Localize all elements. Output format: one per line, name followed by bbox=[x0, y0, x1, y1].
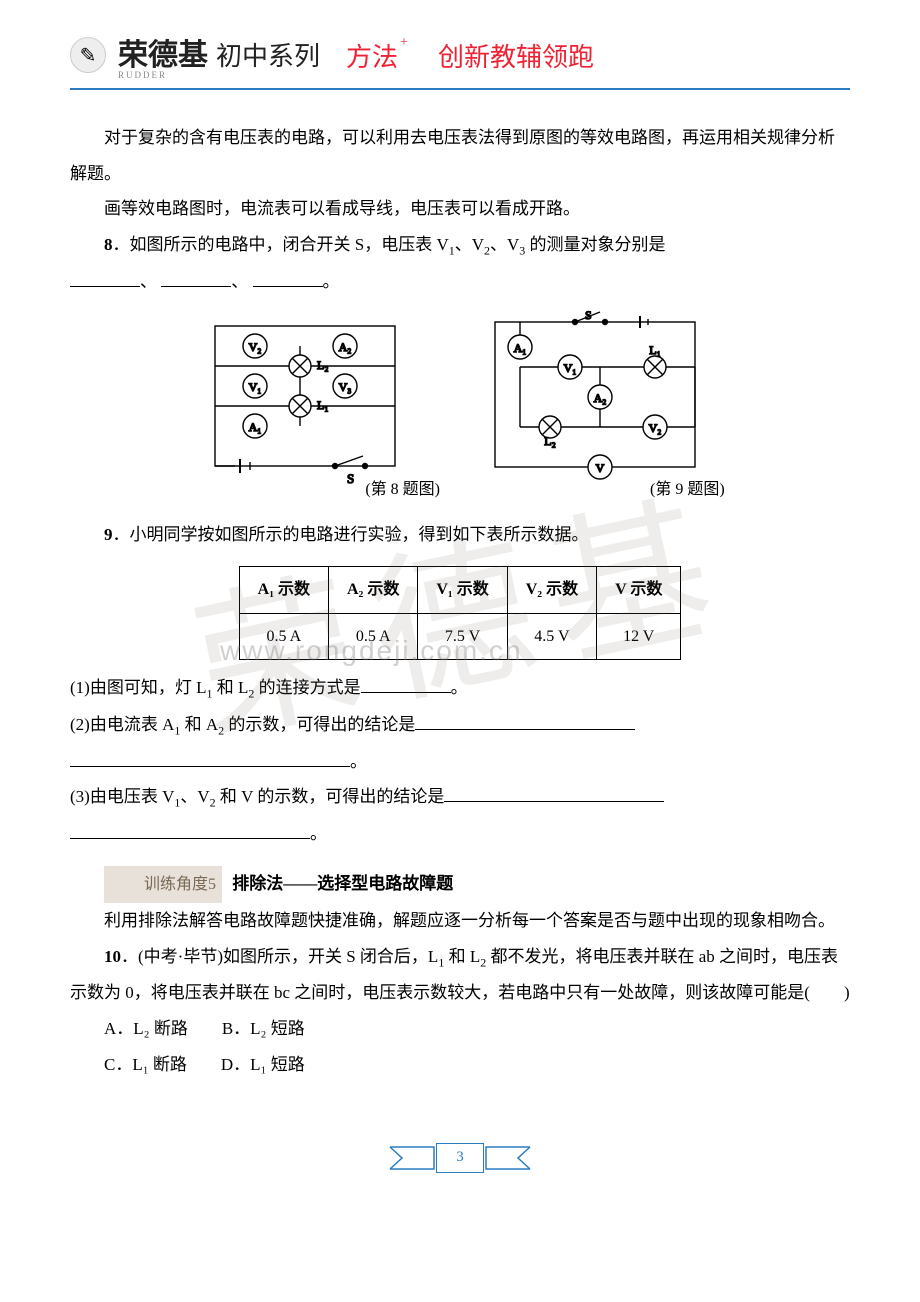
q8-sep1: 、 bbox=[140, 272, 157, 291]
brand-block: 荣德基 初中系列 RUDDER bbox=[118, 30, 320, 80]
method-text: 方法 bbox=[346, 37, 398, 74]
svg-text:A₂: A₂ bbox=[594, 391, 607, 405]
svg-text:V: V bbox=[596, 461, 605, 475]
q9s1c: 的连接方式是 bbox=[254, 678, 360, 697]
angle5-title: 训练角度5 排除法——选择型电路故障题 bbox=[70, 866, 850, 904]
q8-d: 的测量对象分别是 bbox=[525, 235, 665, 254]
intro-p2: 画等效电路图时，电流表可以看成导线，电压表可以看成开路。 bbox=[70, 191, 850, 227]
q10-optC: C．L₁ 断路 D．L₁ 短路 bbox=[70, 1047, 850, 1083]
svg-text:V₁: V₁ bbox=[564, 361, 577, 375]
svg-text:A₂: A₂ bbox=[339, 340, 352, 354]
method-plus: + bbox=[400, 35, 408, 51]
q9s2b: 和 A bbox=[180, 715, 218, 734]
fig9-caption: (第 9 题图) bbox=[650, 473, 725, 507]
angle5-label: 训练角度5 bbox=[104, 866, 222, 904]
q10-num: 10 bbox=[104, 947, 121, 966]
angle5-p: 利用排除法解答电路故障题快捷准确，解题应逐一分析每一个答案是否与题中出现的现象相… bbox=[70, 903, 850, 939]
q8-sep2: 、 bbox=[231, 272, 248, 291]
th-v: V 示数 bbox=[597, 567, 681, 614]
q8-a: ．如图所示的电路中，闭合开关 S，电压表 V bbox=[113, 235, 449, 254]
svg-text:L₂: L₂ bbox=[544, 434, 556, 448]
q9s2a: (2)由电流表 A bbox=[70, 715, 174, 734]
q10-text: 10．(中考·毕节)如图所示，开关 S 闭合后，L1 和 L2 都不发光，将电压… bbox=[70, 939, 850, 1011]
th-v1: V₁ 示数 bbox=[418, 567, 507, 614]
svg-text:S: S bbox=[585, 308, 592, 322]
intro-p1: 对于复杂的含有电压表的电路，可以利用去电压表法得到原图的等效电路图，再运用相关规… bbox=[70, 120, 850, 191]
q8-num: 8 bbox=[104, 235, 113, 254]
angle5-a: 排除法—— bbox=[232, 874, 317, 893]
q8-c: 、V bbox=[490, 235, 519, 254]
figure-9: S A₁ V₁ L₁ A₂ bbox=[480, 307, 725, 506]
svg-text:S: S bbox=[347, 471, 354, 486]
logo-icon: ✎ bbox=[70, 37, 106, 73]
q9-sub2-line2: 。 bbox=[70, 744, 850, 780]
svg-text:V₂: V₂ bbox=[649, 421, 662, 435]
q9-num: 9 bbox=[104, 525, 113, 544]
q9s2c: 的示数，可得出的结论是 bbox=[224, 715, 415, 734]
figure-8: V₂ A₂ L₂ V₁ V₃ L₁ A₁ bbox=[195, 311, 440, 506]
page-footer: 3 bbox=[70, 1143, 850, 1173]
page-header: ✎ 荣德基 初中系列 RUDDER 方法 + 创新教辅领跑 bbox=[70, 30, 850, 90]
td-v: 12 V bbox=[597, 613, 681, 660]
q9-text: 9．小明同学按如图所示的电路进行实验，得到如下表所示数据。 bbox=[70, 517, 850, 553]
brand-cn: 荣德基 bbox=[118, 39, 208, 72]
ribbon-left-icon bbox=[388, 1143, 436, 1173]
q9s1b: 和 L bbox=[212, 678, 248, 697]
q9s1a: (1)由图可知，灯 L bbox=[70, 678, 206, 697]
q10b: 和 L bbox=[444, 947, 480, 966]
th-a2: A₂ 示数 bbox=[329, 567, 418, 614]
q9-sub2: (2)由电流表 A1 和 A2 的示数，可得出的结论是 bbox=[70, 707, 850, 744]
svg-text:A₁: A₁ bbox=[249, 420, 262, 434]
q8-text: 8．如图所示的电路中，闭合开关 S，电压表 V1、V2、V3 的测量对象分别是 bbox=[70, 227, 850, 264]
svg-text:L₂: L₂ bbox=[317, 358, 329, 372]
svg-text:V₃: V₃ bbox=[339, 380, 352, 394]
th-a1: A₁ 示数 bbox=[239, 567, 328, 614]
figure-row: V₂ A₂ L₂ V₁ V₃ L₁ A₁ bbox=[70, 307, 850, 506]
q8-blanks: 、 、 。 bbox=[70, 264, 850, 300]
q8-b: 、V bbox=[455, 235, 484, 254]
q9-sub3-line2: 。 bbox=[70, 816, 850, 852]
page-number: 3 bbox=[436, 1143, 484, 1173]
method-label: 方法 + bbox=[346, 37, 408, 74]
content-body: 对于复杂的含有电压表的电路，可以利用去电压表法得到原图的等效电路图，再运用相关规… bbox=[70, 120, 850, 1083]
th-v2: V₂ 示数 bbox=[507, 567, 596, 614]
q9s3c: 和 V 的示数，可得出的结论是 bbox=[216, 787, 445, 806]
pagenum-box: 3 bbox=[388, 1143, 532, 1173]
svg-text:L₁: L₁ bbox=[317, 398, 329, 412]
q9-body: ．小明同学按如图所示的电路进行实验，得到如下表所示数据。 bbox=[113, 525, 589, 544]
ribbon-right-icon bbox=[484, 1143, 532, 1173]
fig8-caption: (第 8 题图) bbox=[365, 473, 440, 507]
q10-optA: A．L₂ 断路 B．L₂ 短路 bbox=[70, 1011, 850, 1047]
q9-sub1: (1)由图可知，灯 L1 和 L2 的连接方式是。 bbox=[70, 670, 850, 707]
q9-sub3: (3)由电压表 V1、V2 和 V 的示数，可得出的结论是 bbox=[70, 779, 850, 816]
slogan: 创新教辅领跑 bbox=[438, 37, 594, 74]
svg-text:V₂: V₂ bbox=[249, 340, 262, 354]
q9s1e: 。 bbox=[451, 678, 468, 697]
watermark-url: www.rongdeji.com.cn bbox=[220, 635, 523, 667]
svg-text:A₁: A₁ bbox=[514, 341, 527, 355]
q9s3b: 、V bbox=[180, 787, 209, 806]
q10a: ．(中考·毕节)如图所示，开关 S 闭合后，L bbox=[121, 947, 438, 966]
q9s2e: 。 bbox=[350, 752, 367, 771]
q9s3e: 。 bbox=[310, 824, 327, 843]
angle5-b: 选择型电路故障题 bbox=[317, 874, 453, 893]
q9s3a: (3)由电压表 V bbox=[70, 787, 174, 806]
svg-text:V₁: V₁ bbox=[249, 380, 262, 394]
brand-en: RUDDER bbox=[118, 70, 167, 80]
svg-text:L₁: L₁ bbox=[649, 343, 661, 357]
brand-sub: 初中系列 bbox=[216, 42, 320, 71]
q8-period: 。 bbox=[323, 272, 340, 291]
